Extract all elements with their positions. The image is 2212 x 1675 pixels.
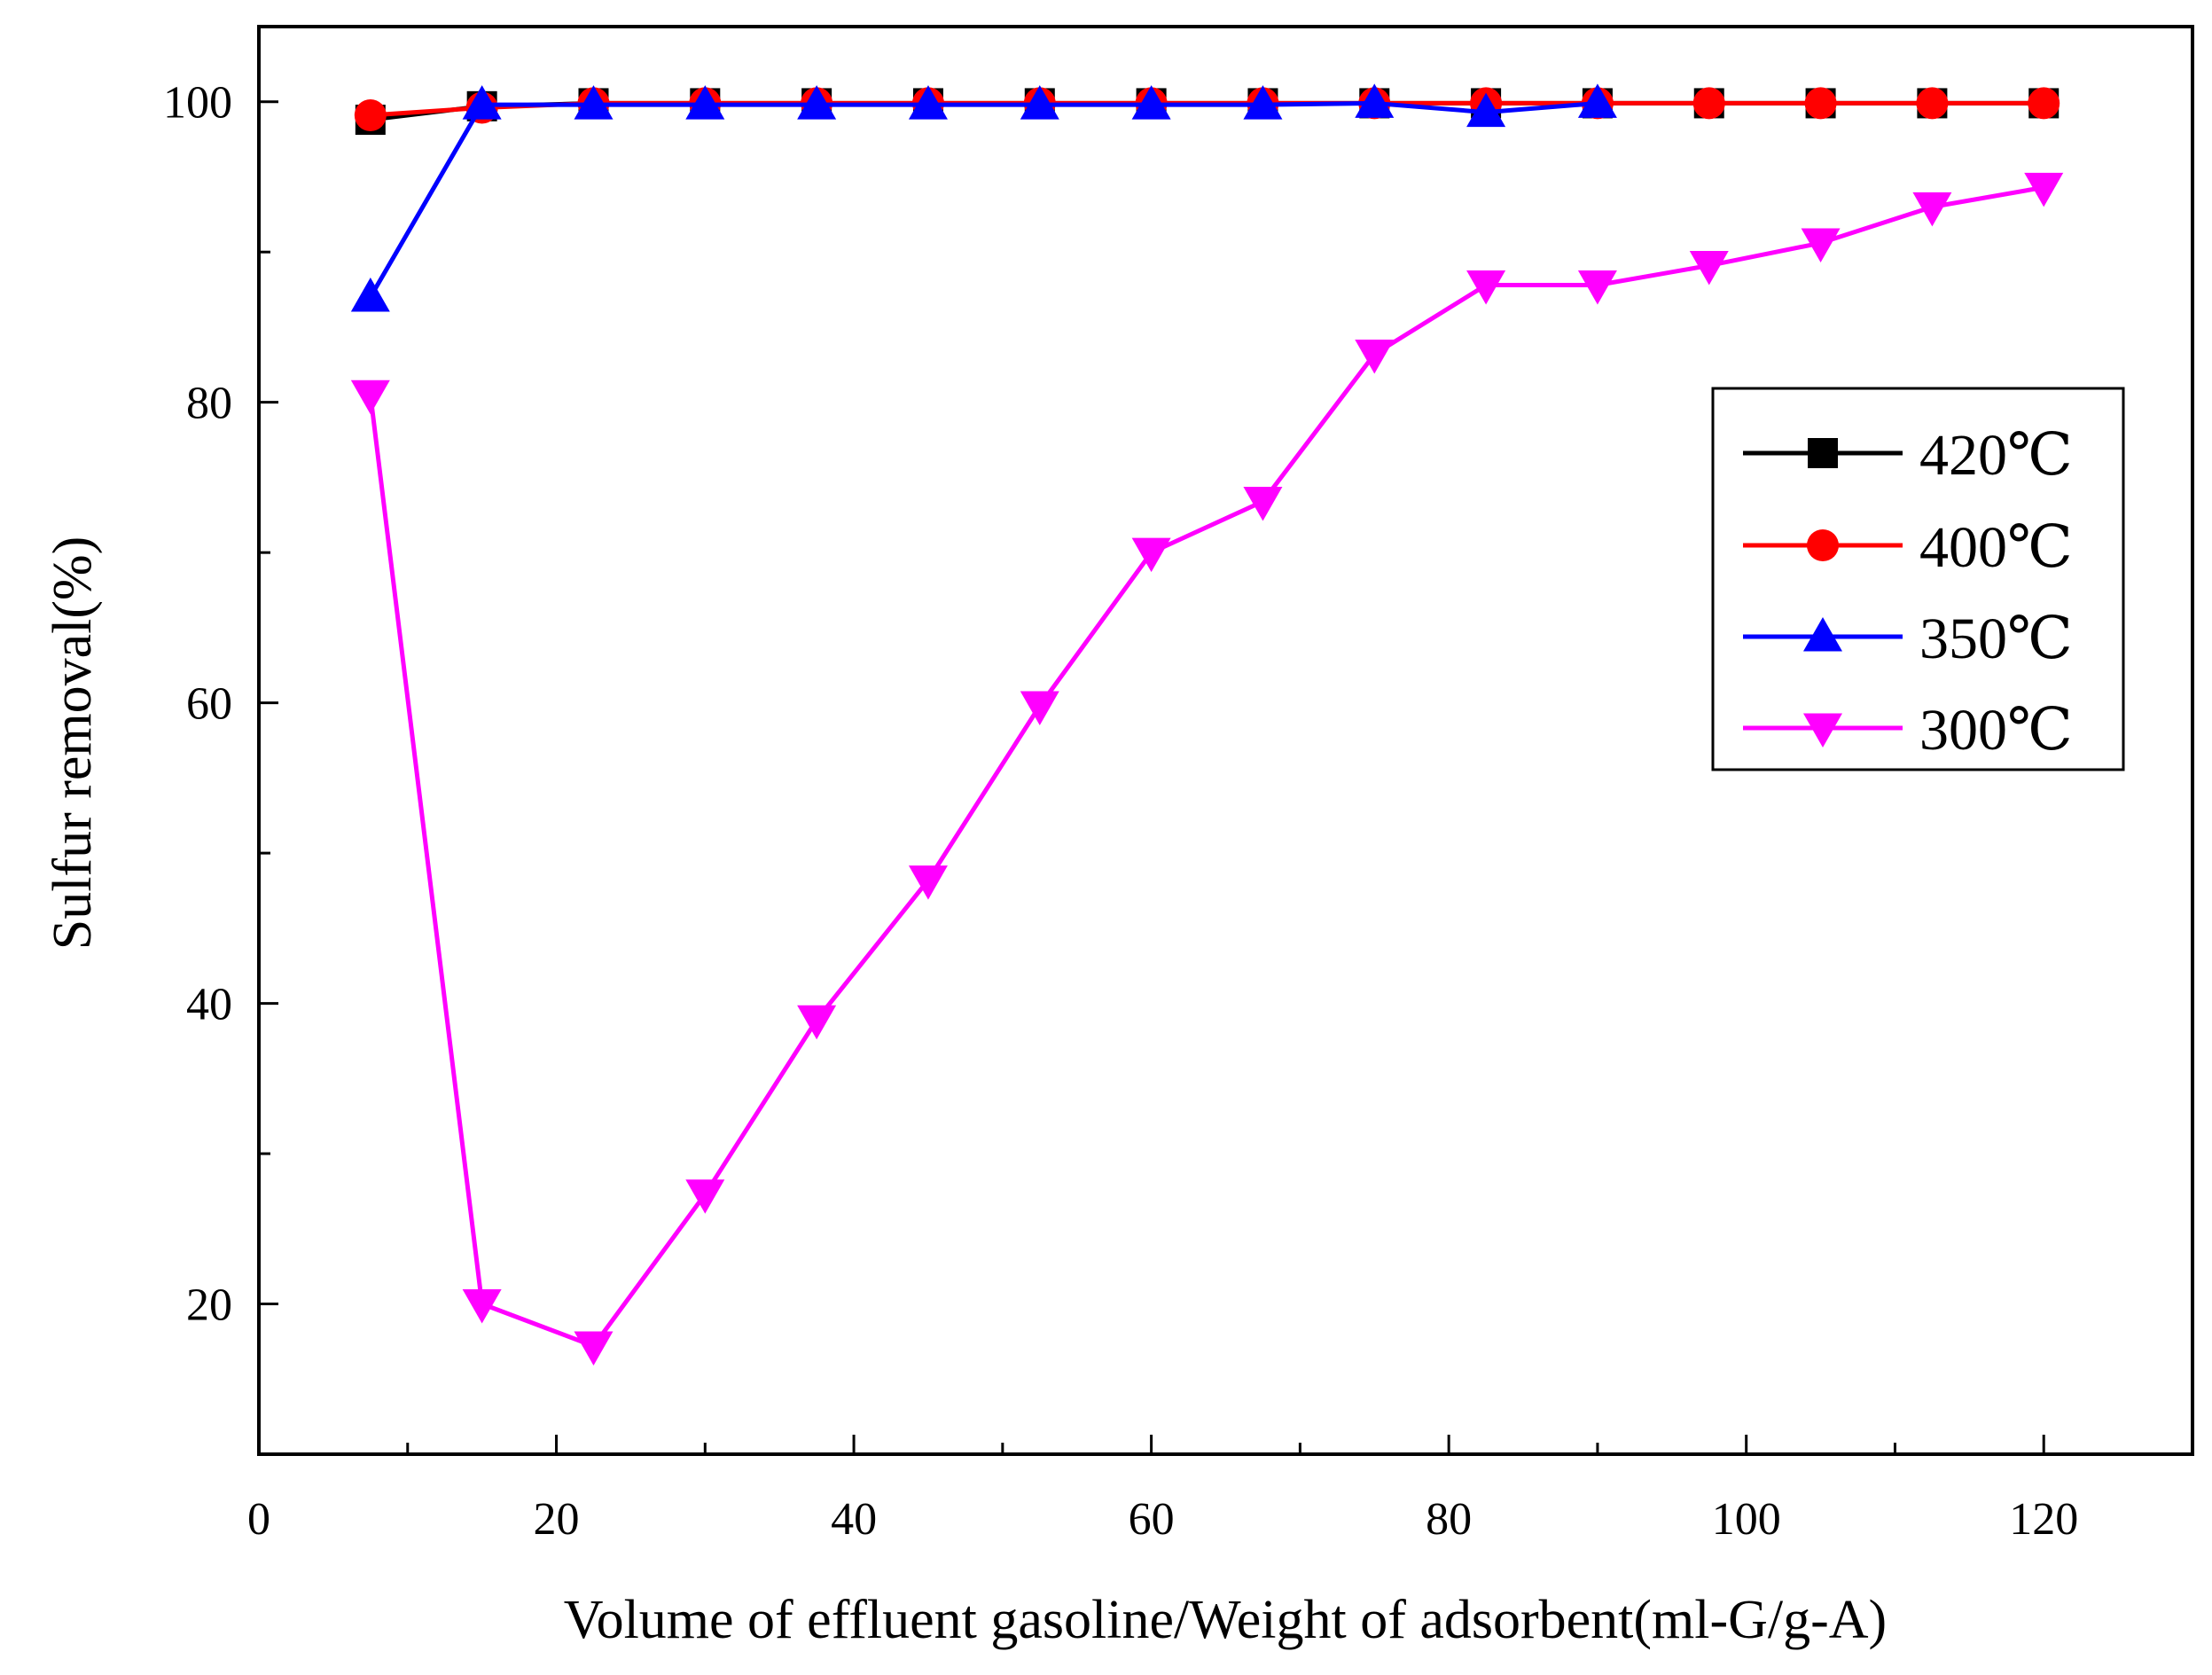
data-point [1689,250,1729,286]
data-point [350,278,390,312]
data-point [1355,339,1395,374]
data-point [1801,228,1841,263]
data-point [1804,87,1837,120]
data-point [1355,83,1395,118]
legend-item: 400℃ [1743,515,2073,580]
legend: 420℃ 400℃ 350℃ 300℃ [1711,387,2125,771]
legend-swatch-marker [1807,529,1839,561]
data-point [574,85,614,120]
legend-item: 300℃ [1743,698,2073,763]
x-tick-label: 120 [2009,1494,2078,1545]
data-point [462,85,502,120]
y-tick-label: 100 [163,78,232,129]
legend-swatch-marker [1808,438,1838,468]
data-point [2028,87,2060,120]
data-point [574,1331,614,1366]
legend-item: 420℃ [1743,423,2073,488]
data-point [908,865,948,900]
legend-swatch-marker [1803,617,1842,652]
y-axis: 20 40 60 80 100 [163,78,278,1456]
data-point [1577,270,1617,305]
legend-label: 420℃ [1919,423,2073,488]
series-350 [350,83,1617,312]
data-point [1020,85,1059,120]
data-point [1692,87,1725,120]
legend-label: 300℃ [1919,698,2073,763]
y-tick-label: 20 [186,1280,232,1331]
data-point [1466,270,1506,305]
data-point [1466,92,1506,128]
x-axis: 0 20 40 60 80 100 120 [247,1435,2194,1545]
data-point [350,380,390,415]
x-tick-label: 20 [534,1494,580,1545]
series-line [368,184,2044,1349]
data-point [1577,83,1617,118]
data-point [2024,172,2064,207]
x-tick-label: 0 [247,1494,270,1545]
series-layer [350,83,2064,1366]
data-point [797,1005,837,1040]
legend-label: 400℃ [1919,515,2073,580]
y-tick-label: 40 [186,980,232,1030]
data-point [1243,487,1283,521]
x-tick-label: 80 [1426,1494,1472,1545]
y-tick-label: 60 [186,679,232,730]
y-axis-title: Sulfur removal(%) [43,536,103,951]
data-point [908,85,948,120]
data-point [1020,691,1059,726]
x-tick-label: 100 [1712,1494,1781,1545]
data-point [1912,192,1952,227]
legend-label: 350℃ [1919,607,2073,671]
data-point [354,98,387,131]
plot-area-frame [257,25,2194,1456]
x-tick-label: 40 [831,1494,877,1545]
series-line [368,100,1598,299]
data-point [685,1179,725,1214]
data-point [797,85,837,120]
legend-swatch-marker [1803,713,1842,747]
series-300 [350,172,2064,1366]
data-point [1243,85,1283,120]
data-point [1131,537,1171,573]
data-point [685,85,725,120]
legend-item: 350℃ [1743,607,2073,671]
legend-items: 420℃ 400℃ 350℃ 300℃ [1743,423,2073,763]
data-point [462,1289,502,1324]
x-axis-title: Volume of effluent gasoline/Weight of ad… [564,1590,1887,1650]
data-point [1916,87,1949,120]
data-point [1131,85,1171,120]
x-tick-label: 60 [1129,1494,1175,1545]
y-tick-label: 80 [186,379,232,429]
